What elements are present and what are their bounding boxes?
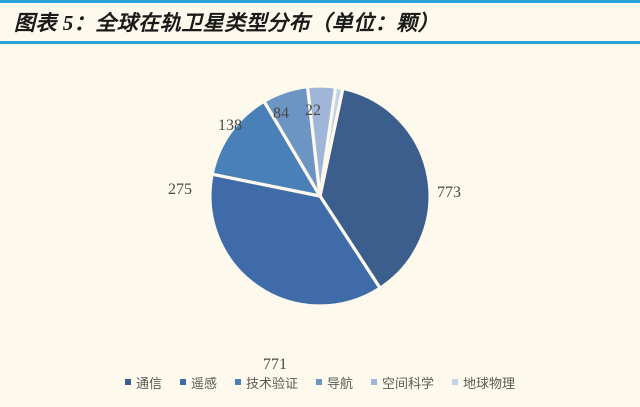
- legend-swatch-icon: [316, 379, 322, 385]
- data-label-空间科学: 84: [273, 105, 289, 122]
- legend-item-label: 通信: [135, 375, 162, 391]
- legend-item-遥感[interactable]: 遥感: [179, 373, 217, 392]
- data-label-导航: 138: [218, 117, 242, 134]
- chart-legend: 通信 遥感 技术验证 导航 空间科学 地球物理: [0, 368, 640, 396]
- pie-svg: [208, 84, 432, 308]
- legend-swatch-icon: [452, 379, 459, 385]
- pie-chart: 773 771 275 138 84 22: [0, 44, 640, 373]
- pie-slice-通信[interactable]: [318, 86, 432, 290]
- pie-slice-遥感[interactable]: [208, 172, 382, 308]
- header-rule-bottom: [0, 41, 640, 44]
- legend-item-技术验证[interactable]: 技术验证: [234, 373, 298, 392]
- legend-item-label: 地球物理: [463, 375, 516, 391]
- legend-item-label: 空间科学: [382, 375, 435, 391]
- legend-item-label: 技术验证: [245, 375, 298, 391]
- pie-slice-技术验证[interactable]: [210, 99, 322, 198]
- data-label-技术验证: 275: [168, 181, 192, 198]
- page-title: 图表 5：全球在轨卫星类型分布（单位：颗）: [14, 11, 440, 35]
- data-label-遥感: 771: [263, 356, 287, 373]
- legend-swatch-icon: [179, 379, 186, 385]
- pie-slice-地球物理[interactable]: [318, 85, 345, 198]
- legend-swatch-icon: [371, 379, 378, 385]
- legend-swatch-icon: [124, 379, 131, 385]
- legend-item-label: 遥感: [190, 375, 217, 391]
- data-label-通信: 773: [437, 184, 461, 201]
- legend-swatch-icon: [234, 379, 241, 385]
- figure-title-bar: 图表 5：全球在轨卫星类型分布（单位：颗）: [0, 3, 640, 41]
- legend-item-空间科学[interactable]: 空间科学: [371, 373, 434, 392]
- data-label-地球物理: 22: [305, 102, 321, 119]
- header-rule-top: [0, 0, 640, 3]
- legend-item-地球物理[interactable]: 地球物理: [452, 373, 515, 392]
- legend-item-通信[interactable]: 通信: [124, 373, 162, 392]
- pie-canvas: [208, 84, 432, 308]
- legend-item-label: 导航: [327, 375, 354, 391]
- legend-item-导航[interactable]: 导航: [316, 373, 353, 392]
